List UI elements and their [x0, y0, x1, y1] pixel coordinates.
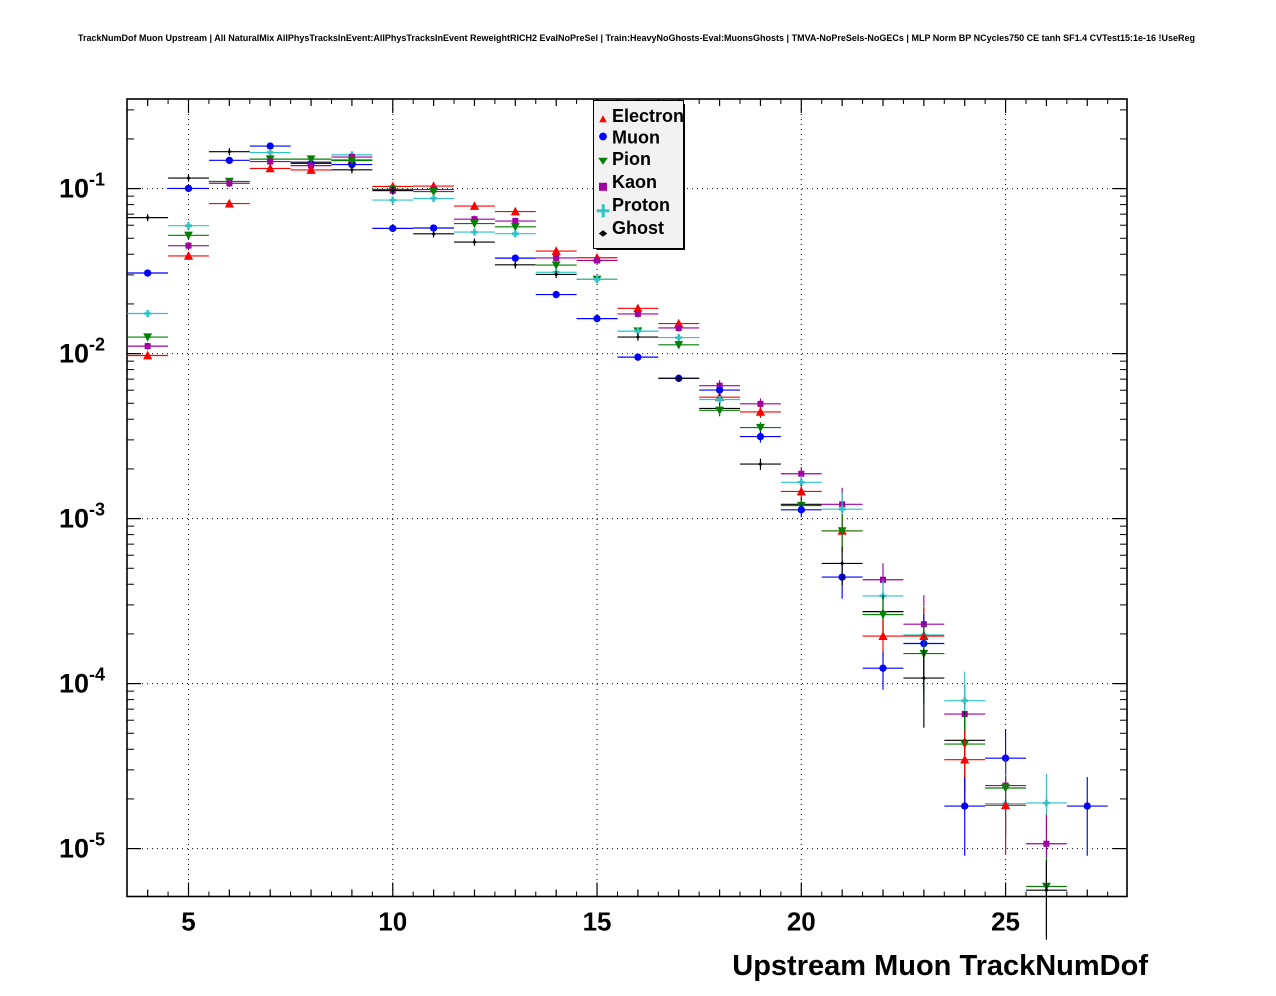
svg-text:Ghost: Ghost: [612, 218, 664, 238]
svg-text:Kaon: Kaon: [612, 172, 657, 192]
svg-text:Muon: Muon: [612, 128, 660, 148]
svg-text:Proton: Proton: [612, 195, 670, 215]
svg-text:Electron: Electron: [612, 106, 684, 126]
svg-text:Pion: Pion: [612, 149, 651, 169]
